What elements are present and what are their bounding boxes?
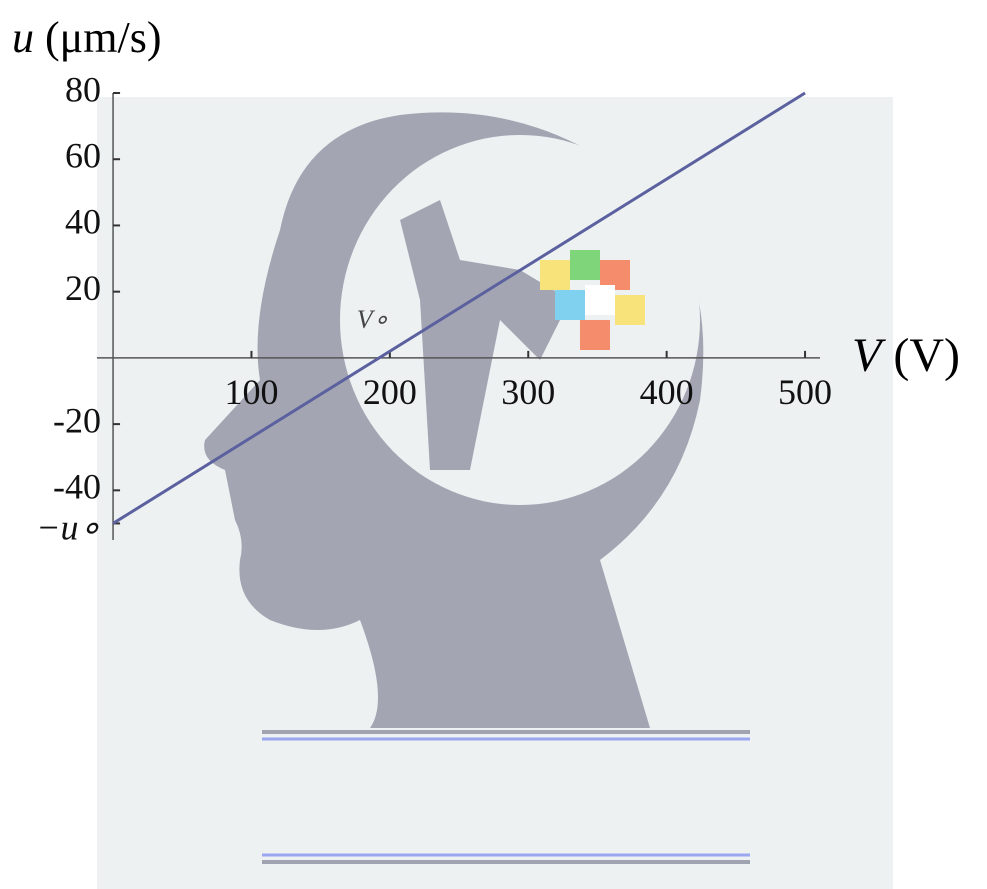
y-tick-label: -20 <box>53 400 101 440</box>
y-label-symbol: u <box>12 13 34 62</box>
y-tick-label: 20 <box>65 268 101 308</box>
y-tick-label: 40 <box>65 202 101 242</box>
chart: 100 200 300 400 500 −u∘-40 -20 20 40 60 80 V∘ u (μm/… <box>0 0 987 889</box>
x-tick-label: 100 <box>224 372 278 412</box>
y-tick-label: 60 <box>65 135 101 175</box>
y-tick-label: −u∘ <box>36 508 101 548</box>
y-label-unit: (μm/s) <box>45 13 161 62</box>
y-tick-label: 80 <box>65 69 101 109</box>
x-label-symbol: V <box>852 329 886 382</box>
watermark <box>97 97 893 889</box>
x-tick-label: 500 <box>778 372 832 412</box>
x-tick-label: 200 <box>363 372 417 412</box>
x-tick-label: 300 <box>501 372 555 412</box>
x-tick-label: 400 <box>640 372 694 412</box>
annotation: V∘ <box>357 305 389 334</box>
y-tick-label: -40 <box>53 467 101 507</box>
x-label-unit: (V) <box>893 329 960 382</box>
y-axis-label: u (μm/s) <box>12 13 161 62</box>
x-axis-label: V (V) <box>852 329 960 382</box>
